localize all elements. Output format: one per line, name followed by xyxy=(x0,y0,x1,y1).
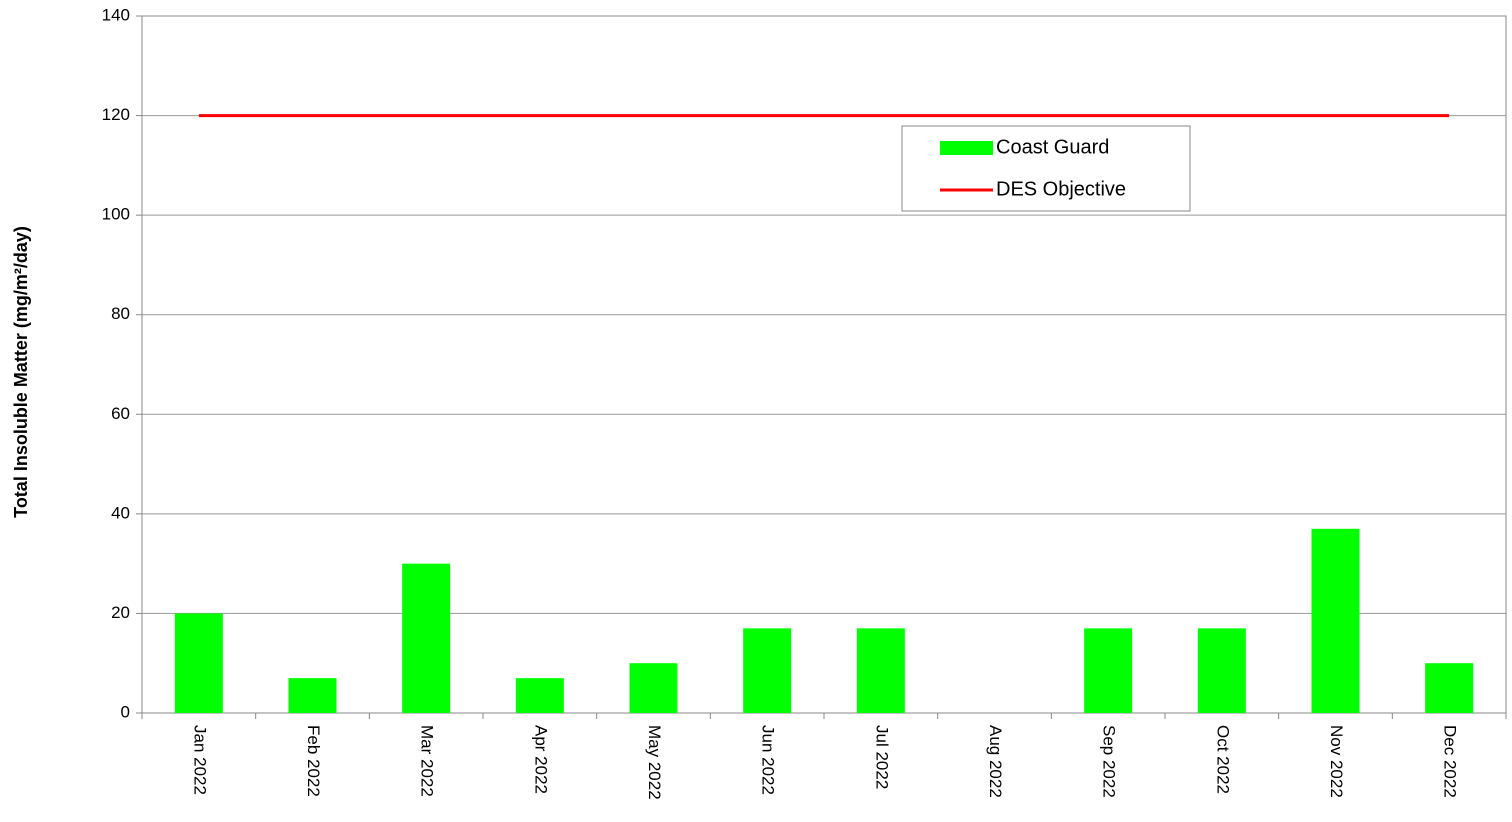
y-axis-label: Total Insoluble Matter (mg/m²/day) xyxy=(11,226,31,518)
legend-swatch xyxy=(940,141,993,155)
y-tick-label: 20 xyxy=(111,603,130,622)
y-tick-label: 120 xyxy=(102,105,130,124)
x-tick-label: Jan 2022 xyxy=(190,725,209,795)
bar xyxy=(1425,663,1474,713)
bar xyxy=(515,678,564,713)
y-tick-label: 80 xyxy=(111,304,130,323)
x-tick-label: Mar 2022 xyxy=(418,725,437,797)
y-tick-label: 40 xyxy=(111,503,130,522)
legend-label: DES Objective xyxy=(996,178,1126,200)
bar xyxy=(174,613,223,713)
x-tick-label: Oct 2022 xyxy=(1213,725,1232,794)
x-tick-label: Sep 2022 xyxy=(1100,725,1119,798)
bar xyxy=(1311,528,1360,713)
bar xyxy=(743,628,792,713)
bar xyxy=(288,678,337,713)
x-tick-label: Aug 2022 xyxy=(986,725,1005,798)
x-tick-label: Apr 2022 xyxy=(531,725,550,794)
x-tick-label: Jun 2022 xyxy=(759,725,778,795)
x-tick-label: Nov 2022 xyxy=(1327,725,1346,798)
y-tick-label: 140 xyxy=(102,5,130,24)
y-tick-label: 0 xyxy=(121,702,130,721)
x-tick-label: Dec 2022 xyxy=(1441,725,1460,798)
bar xyxy=(1197,628,1246,713)
bar xyxy=(402,563,451,713)
y-tick-label: 100 xyxy=(102,205,130,224)
x-tick-label: Jul 2022 xyxy=(872,725,891,789)
x-tick-label: Feb 2022 xyxy=(304,725,323,797)
legend-label: Coast Guard xyxy=(996,136,1109,158)
x-tick-label: May 2022 xyxy=(645,725,664,800)
bar xyxy=(856,628,905,713)
bar xyxy=(1084,628,1133,713)
plot-frame xyxy=(141,15,1507,714)
bar xyxy=(629,663,678,713)
y-tick-label: 60 xyxy=(111,404,130,423)
legend-box xyxy=(901,125,1191,212)
